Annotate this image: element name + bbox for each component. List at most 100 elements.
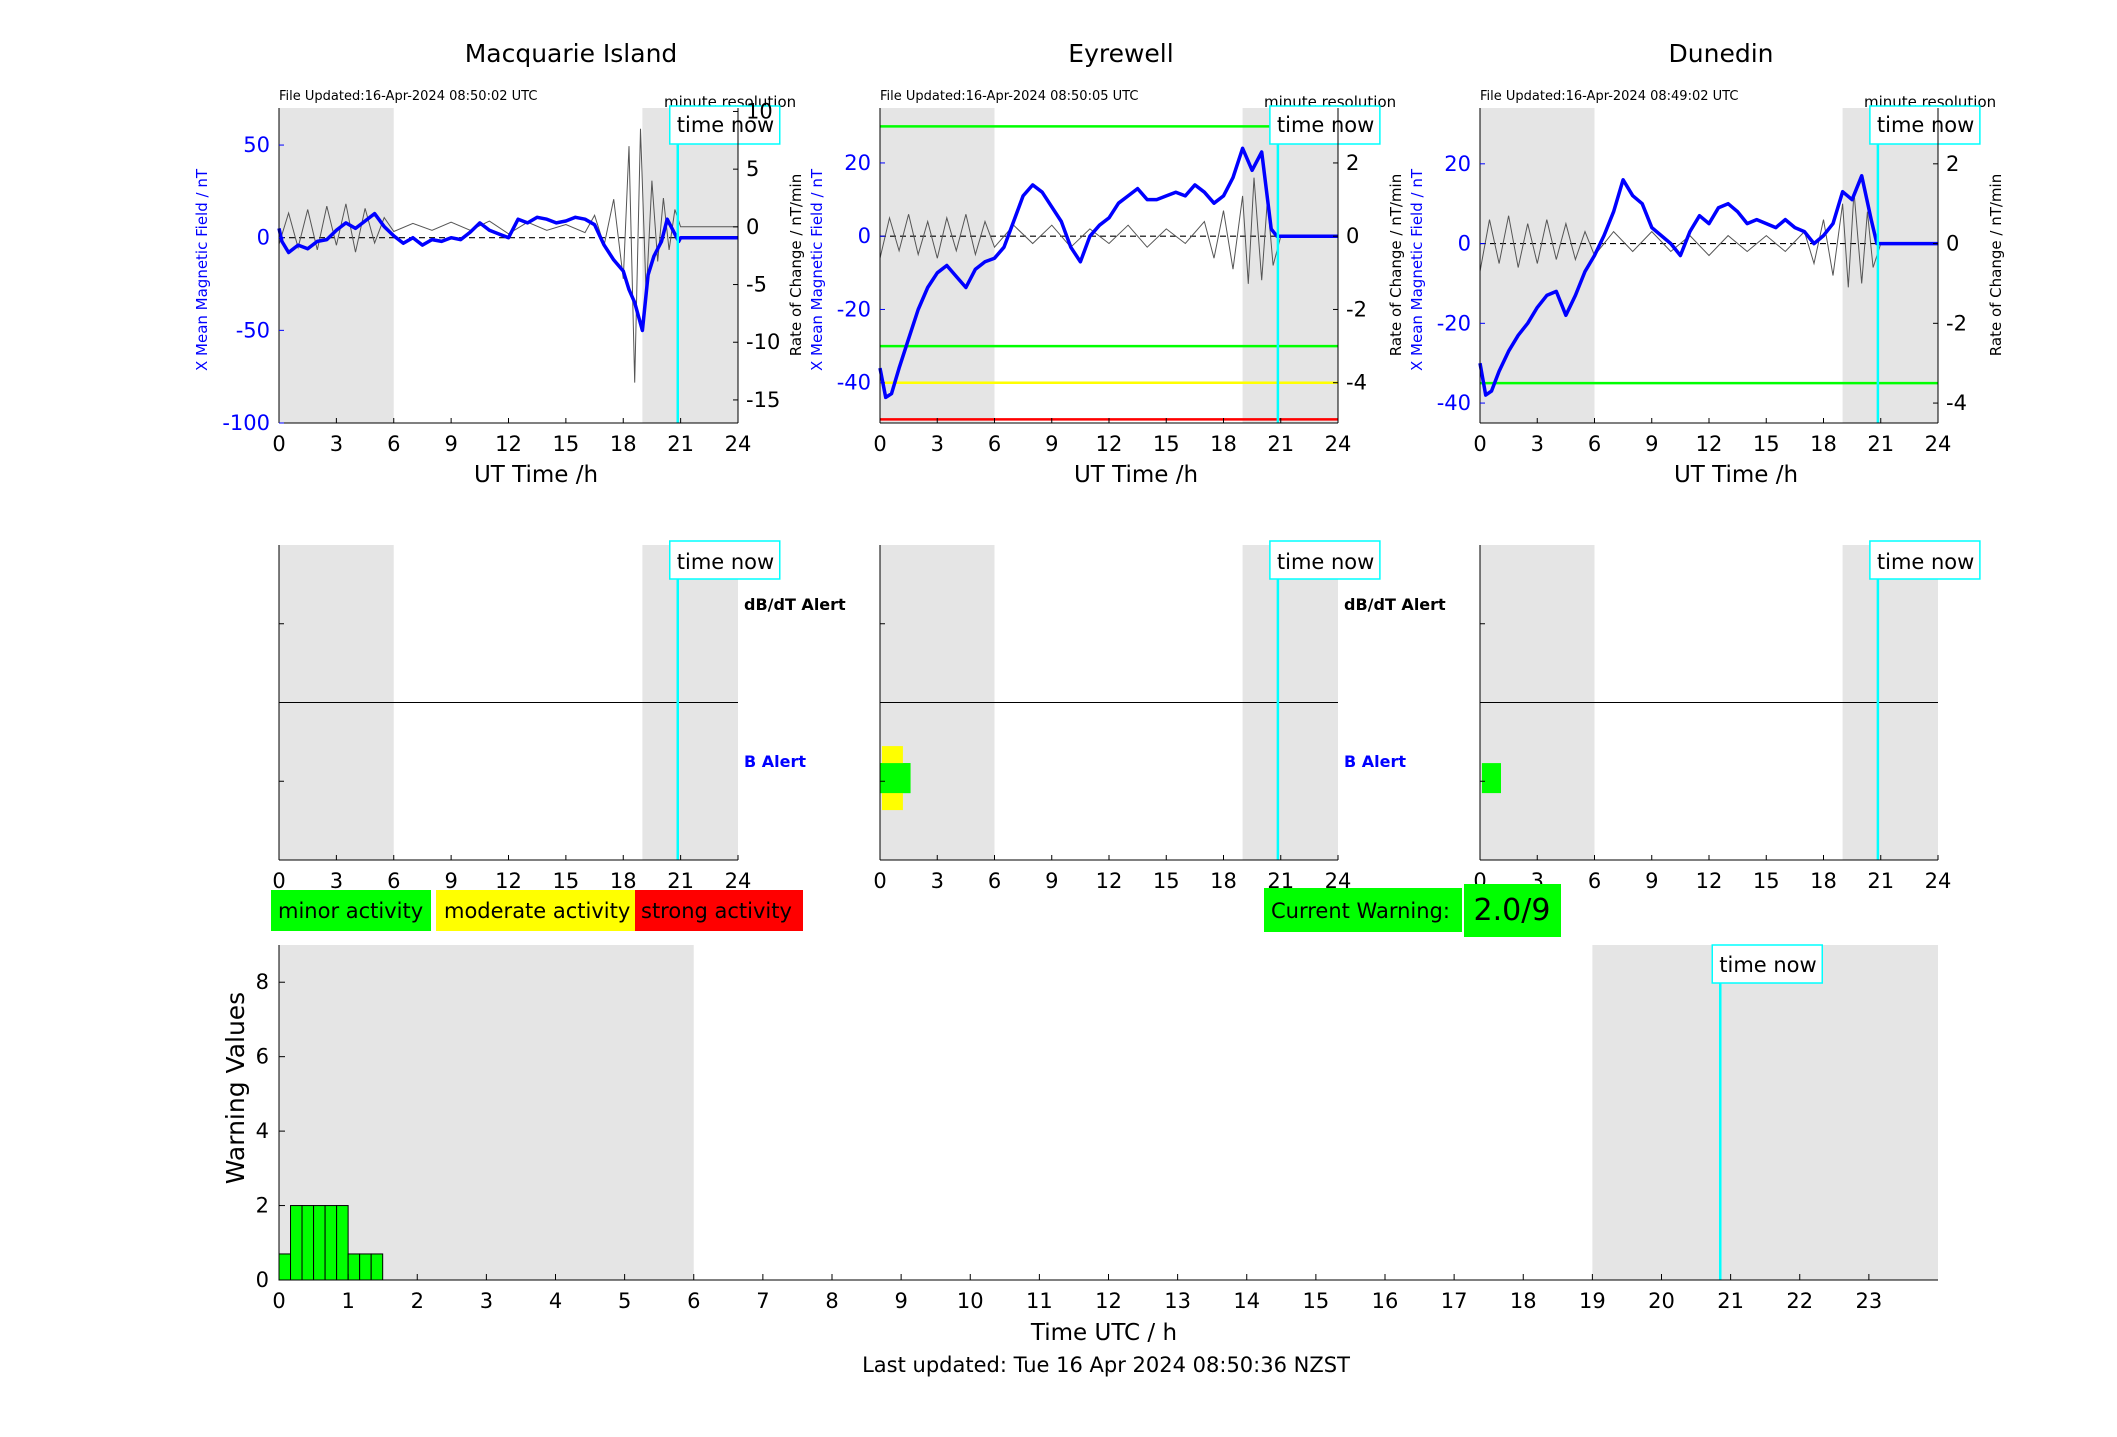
warning-time-now-label: time now: [1719, 953, 1816, 977]
x-tick-label-dunedin-6: 6: [1588, 432, 1601, 456]
x-tick-label-macquarie-24: 24: [725, 432, 752, 456]
panel-title-dunedin: Dunedin: [1669, 39, 1774, 68]
alert-x-tick-label-eyrewell-0: 0: [873, 869, 886, 893]
warning-bar-7: [359, 1253, 372, 1281]
legend-moderate-swatch: [436, 890, 635, 931]
last-updated: Last updated: Tue 16 Apr 2024 08:50:36 N…: [862, 1353, 1350, 1377]
night-shade-dunedin-1: [1842, 108, 1938, 423]
warning-x-tick-label-8: 8: [825, 1289, 838, 1313]
y-tick-label-dunedin--40: -40: [1437, 391, 1471, 415]
y2-tick-label-dunedin--4: -4: [1946, 391, 1967, 415]
night-shade-macquarie-0: [279, 108, 394, 423]
alert-x-tick-label-macquarie-9: 9: [444, 869, 457, 893]
alert-x-tick-label-macquarie-0: 0: [272, 869, 285, 893]
warning-bar-3: [313, 1205, 326, 1281]
y-tick-label-macquarie-0: 0: [257, 226, 270, 250]
warning-x-tick-label-3: 3: [480, 1289, 493, 1313]
panel-title-eyrewell: Eyrewell: [1068, 39, 1173, 68]
rate-series-dunedin: [1479, 191, 1938, 288]
warning-x-tick-label-20: 20: [1648, 1289, 1675, 1313]
alert-x-tick-label-dunedin-18: 18: [1810, 869, 1837, 893]
warning-x-tick-label-14: 14: [1233, 1289, 1260, 1313]
x-label-eyrewell: UT Time /h: [1074, 462, 1198, 488]
alert-time-now-box-eyrewell: [1269, 540, 1381, 580]
legend-moderate: moderate activity: [436, 890, 635, 931]
y2-tick-label-macquarie--10: -10: [746, 330, 780, 354]
field-series-eyrewell: [878, 146, 1338, 400]
warning-y-tick-label-6: 6: [256, 1045, 269, 1069]
warning-y-tick-label-2: 2: [256, 1194, 269, 1218]
file-updated-eyrewell: File Updated:16-Apr-2024 08:50:05 UTC: [880, 89, 1138, 104]
warning-bar-5: [336, 1205, 349, 1281]
current-warning-label: Current Warning:: [1271, 899, 1450, 923]
dbdt-alert-label-2: dB/dT Alert: [1344, 595, 1446, 614]
alert-x-tick-label-dunedin-12: 12: [1696, 869, 1723, 893]
x-tick-label-dunedin-21: 21: [1867, 432, 1894, 456]
x-tick-label-macquarie-0: 0: [272, 432, 285, 456]
warning-x-tick-label-21: 21: [1717, 1289, 1744, 1313]
warning-x-tick-label-13: 13: [1164, 1289, 1191, 1313]
warning-x-tick-label-15: 15: [1303, 1289, 1330, 1313]
y-tick-label-macquarie--100: -100: [222, 411, 270, 435]
alert-x-tick-label-eyrewell-6: 6: [988, 869, 1001, 893]
warning-y-tick-label-4: 4: [256, 1119, 269, 1143]
y2-tick-label-eyrewell--2: -2: [1346, 297, 1367, 321]
rate-series-eyrewell: [879, 177, 1338, 284]
alert-time-now-box-dunedin: [1869, 540, 1981, 580]
time-now-box-dunedin: [1869, 105, 1981, 145]
warning-x-tick-label-2: 2: [411, 1289, 424, 1313]
y-tick-label-macquarie--50: -50: [236, 318, 270, 342]
warning-x-tick-label-1: 1: [341, 1289, 354, 1313]
current-warning: Current Warning: 2.0/9: [1264, 884, 1561, 937]
alert-x-tick-label-eyrewell-9: 9: [1045, 869, 1058, 893]
file-updated-dunedin: File Updated:16-Apr-2024 08:49:02 UTC: [1480, 89, 1738, 104]
y2-tick-label-eyrewell--4: -4: [1346, 371, 1367, 395]
x-tick-label-macquarie-21: 21: [667, 432, 694, 456]
y-right-label-macquarie: Rate of Change / nT/min: [787, 174, 805, 356]
alert-x-tick-label-macquarie-15: 15: [553, 869, 580, 893]
y-left-label-macquarie: X Mean Magnetic Field / nT: [193, 168, 211, 371]
y2-tick-label-eyrewell-2: 2: [1346, 151, 1359, 175]
y-tick-label-eyrewell-20: 20: [844, 151, 871, 175]
alert-x-tick-label-macquarie-6: 6: [387, 869, 400, 893]
current-warning-value: 2.0/9: [1474, 893, 1551, 928]
warning-x-tick-label-23: 23: [1856, 1289, 1883, 1313]
alert-x-tick-label-eyrewell-18: 18: [1210, 869, 1237, 893]
file-updated-macquarie: File Updated:16-Apr-2024 08:50:02 UTC: [279, 89, 537, 104]
b-alert-label-2: B Alert: [1344, 752, 1406, 771]
legend-minor-label: minor activity: [278, 899, 423, 923]
alert-x-tick-label-macquarie-21: 21: [667, 869, 694, 893]
night-shade-eyrewell-1: [1242, 108, 1338, 423]
alert-x-tick-label-dunedin-15: 15: [1753, 869, 1780, 893]
alert-x-tick-label-eyrewell-12: 12: [1096, 869, 1123, 893]
warning-y-label: Warning Values: [221, 992, 250, 1184]
y-left-label-eyrewell: X Mean Magnetic Field / nT: [808, 168, 826, 371]
y-tick-label-dunedin-20: 20: [1444, 152, 1471, 176]
x-tick-label-dunedin-9: 9: [1645, 432, 1658, 456]
warning-bar-2: [301, 1205, 315, 1281]
y-tick-label-eyrewell--20: -20: [837, 297, 871, 321]
y-tick-label-dunedin--20: -20: [1437, 311, 1471, 335]
field-series-macquarie: [277, 211, 738, 333]
warning-shade-1: [1592, 945, 1938, 1280]
legend-strong: strong activity: [635, 890, 803, 931]
y-tick-label-eyrewell-0: 0: [858, 224, 871, 248]
y2-tick-label-dunedin-0: 0: [1946, 232, 1959, 256]
x-tick-label-eyrewell-3: 3: [931, 432, 944, 456]
warning-x-label: Time UTC / h: [1030, 1320, 1177, 1346]
legend-minor: minor activity: [271, 890, 431, 931]
x-tick-label-macquarie-15: 15: [553, 432, 580, 456]
warning-y-tick-label-8: 8: [256, 970, 269, 994]
legend-strong-swatch: [635, 890, 803, 931]
x-tick-label-macquarie-3: 3: [330, 432, 343, 456]
warning-y-tick-label-0: 0: [256, 1268, 269, 1292]
warning-x-tick-label-10: 10: [957, 1289, 984, 1313]
x-label-dunedin: UT Time /h: [1674, 462, 1798, 488]
alert-x-tick-label-macquarie-18: 18: [610, 869, 637, 893]
x-tick-label-eyrewell-15: 15: [1153, 432, 1180, 456]
